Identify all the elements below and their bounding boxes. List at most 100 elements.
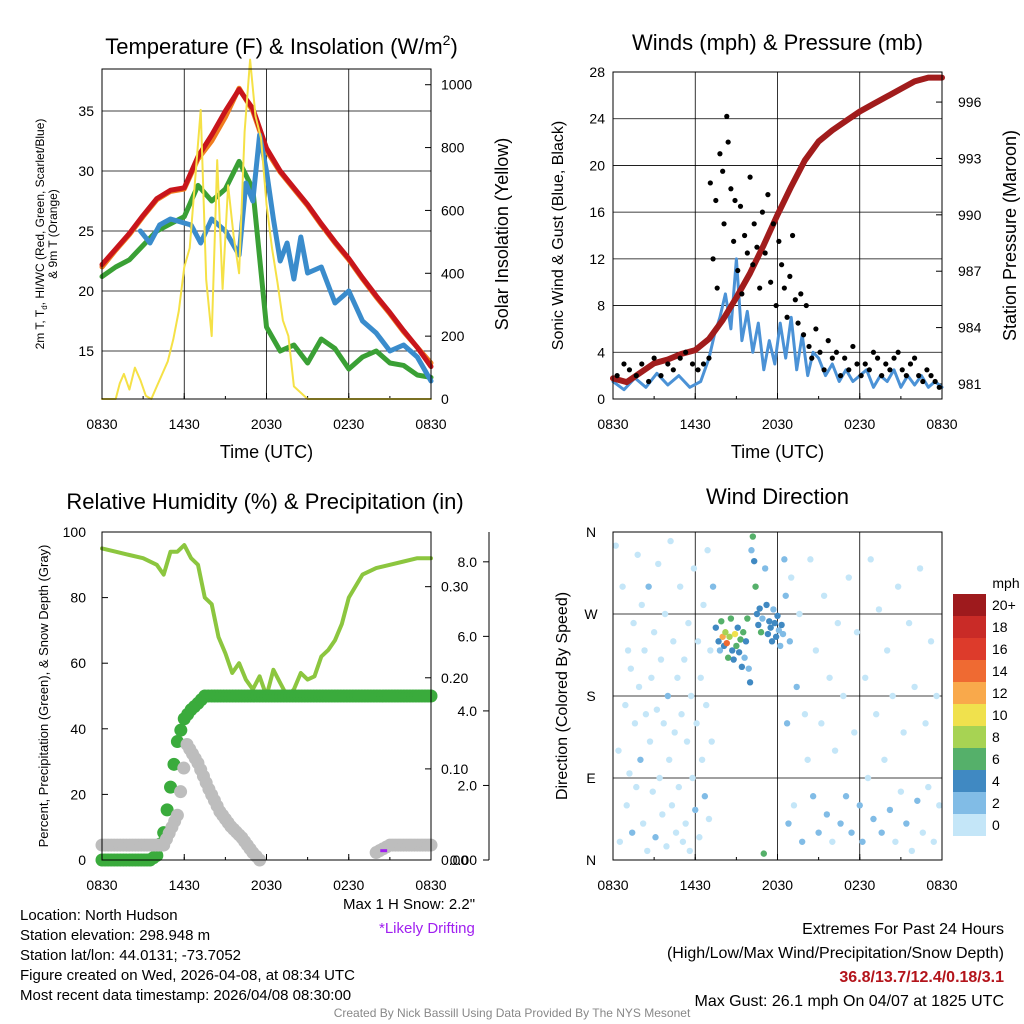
winds-gust-point: [621, 361, 627, 367]
wind-direction-point: [815, 829, 822, 836]
winds-gust-point: [639, 361, 645, 367]
winds-gust-point: [724, 113, 730, 119]
humidity-ylabel: Percent, Precipitation (Green), & Snow D…: [36, 545, 51, 848]
wind-direction-point: [667, 537, 674, 545]
wind-direction-point: [753, 610, 761, 618]
station-latlon: Station lat/lon: 44.0131; -73.7052: [20, 947, 242, 964]
wind-direction-point: [793, 683, 800, 691]
wind-direction-point: [820, 592, 828, 599]
wind-direction-xtick-label: 0830: [926, 877, 957, 893]
wind-direction-point: [627, 665, 635, 672]
wind-direction-point: [685, 619, 692, 627]
wind-direction-point: [724, 654, 732, 661]
wind-direction-point: [730, 656, 737, 663]
winds-gust-point: [895, 349, 901, 355]
wind-direction-point: [809, 793, 817, 800]
wind-direction-point: [922, 720, 929, 727]
wind-direction-point: [749, 533, 757, 540]
winds-xtick-label: 0830: [926, 416, 957, 432]
humidity-snow-label: 8.0: [458, 554, 478, 570]
wind-direction-point: [842, 793, 850, 800]
wind-direction-point: [679, 838, 687, 845]
temperature-series-4: [101, 58, 432, 400]
wind-direction-point: [812, 647, 820, 654]
winds-gust-point: [683, 349, 689, 355]
winds-ytick-label: 28: [589, 64, 605, 80]
winds-gust-point: [713, 197, 719, 204]
wind-direction-point: [631, 720, 639, 727]
humidity-ytick-label: 40: [70, 721, 86, 737]
colorbar-swatch: [953, 770, 986, 792]
wind-direction-point: [674, 674, 681, 681]
wind-direction-point: [622, 701, 629, 709]
wind-direction-point: [660, 720, 667, 727]
wind-direction-point: [716, 647, 724, 654]
wind-direction-ytick-label: S: [586, 688, 595, 704]
wind-direction-ytick-label: E: [586, 770, 595, 786]
wind-direction-point: [757, 629, 765, 636]
wind-direction-point: [782, 592, 789, 599]
colorbar-label: 12: [992, 685, 1008, 701]
winds-gust-point: [870, 349, 877, 355]
wind-direction-point: [644, 847, 651, 855]
winds-gust-point: [879, 373, 885, 379]
wind-direction-point: [916, 565, 924, 572]
temperature-xtick-label: 1430: [169, 416, 200, 432]
humidity-frame: [101, 531, 432, 861]
wind-direction-point: [649, 788, 656, 795]
colorbar-swatch: [953, 748, 986, 770]
winds-gust-point: [829, 355, 835, 361]
temperature-y2tick-label: 1000: [441, 77, 472, 93]
winds-gust-point: [626, 367, 633, 373]
wind-direction-point: [870, 815, 877, 823]
winds-gust-point: [710, 256, 716, 262]
wind-direction-xtick-label: 0230: [844, 877, 875, 893]
wind-direction-point: [655, 560, 662, 568]
wind-direction-point: [637, 756, 644, 763]
winds-gust-point: [768, 279, 774, 285]
wind-direction-point: [770, 606, 777, 613]
temperature-title-main: Temperature (F) & Insolation (W/m: [105, 34, 442, 59]
winds-ytick-label: 16: [589, 204, 605, 220]
winds-gust-point: [781, 285, 787, 291]
winds-y2label: Station Pressure (Maroon): [1000, 130, 1020, 341]
wind-direction-point: [624, 647, 632, 654]
humidity-precip-marker: [167, 757, 181, 771]
wind-direction-point: [873, 711, 880, 718]
winds-gust-point: [742, 232, 748, 239]
winds-gust-point: [665, 361, 671, 367]
wind-direction-point: [722, 629, 729, 636]
temperature-y2tick-label: 600: [441, 202, 465, 218]
wind-direction-point: [663, 843, 670, 850]
humidity-precip-marker: [150, 848, 164, 862]
winds-gust-point: [883, 361, 889, 367]
extremes-subtitle: (High/Low/Max Wind/Precipitation/Snow De…: [666, 945, 1004, 962]
temperature-ytick-label: 25: [78, 223, 94, 239]
winds-gust-point: [707, 180, 713, 186]
winds-gust-point: [858, 373, 864, 379]
wind-direction-point: [657, 656, 665, 663]
wind-direction-point: [626, 770, 633, 777]
station-elevation: Station elevation: 298.948 m: [20, 927, 211, 944]
wind-direction-point: [779, 630, 787, 638]
temperature-y2tick-label: 0: [441, 391, 449, 407]
wind-direction-point: [733, 642, 740, 650]
winds-gust-point: [737, 203, 744, 209]
humidity-snow-label: 2.0: [458, 777, 478, 793]
wind-direction-point: [894, 583, 902, 590]
colorbar-swatch: [953, 616, 986, 638]
wind-direction-point: [867, 556, 874, 563]
wind-direction-point: [664, 692, 672, 700]
winds-gust-point: [759, 209, 766, 215]
chart-humidity: Relative Humidity (%) & Precipitation (i…: [36, 489, 490, 893]
winds-gust-point: [821, 367, 827, 373]
colorbar-swatch: [953, 792, 986, 814]
wind-direction-point: [798, 838, 806, 845]
wind-direction-point: [883, 647, 891, 654]
winds-gust-point: [800, 332, 807, 338]
wind-direction-point: [642, 711, 650, 718]
humidity-snow-label: 6.0: [458, 628, 478, 644]
wind-direction-point: [763, 601, 770, 609]
winds-xtick-label: 0230: [844, 416, 875, 432]
winds-gust-point: [670, 367, 676, 373]
